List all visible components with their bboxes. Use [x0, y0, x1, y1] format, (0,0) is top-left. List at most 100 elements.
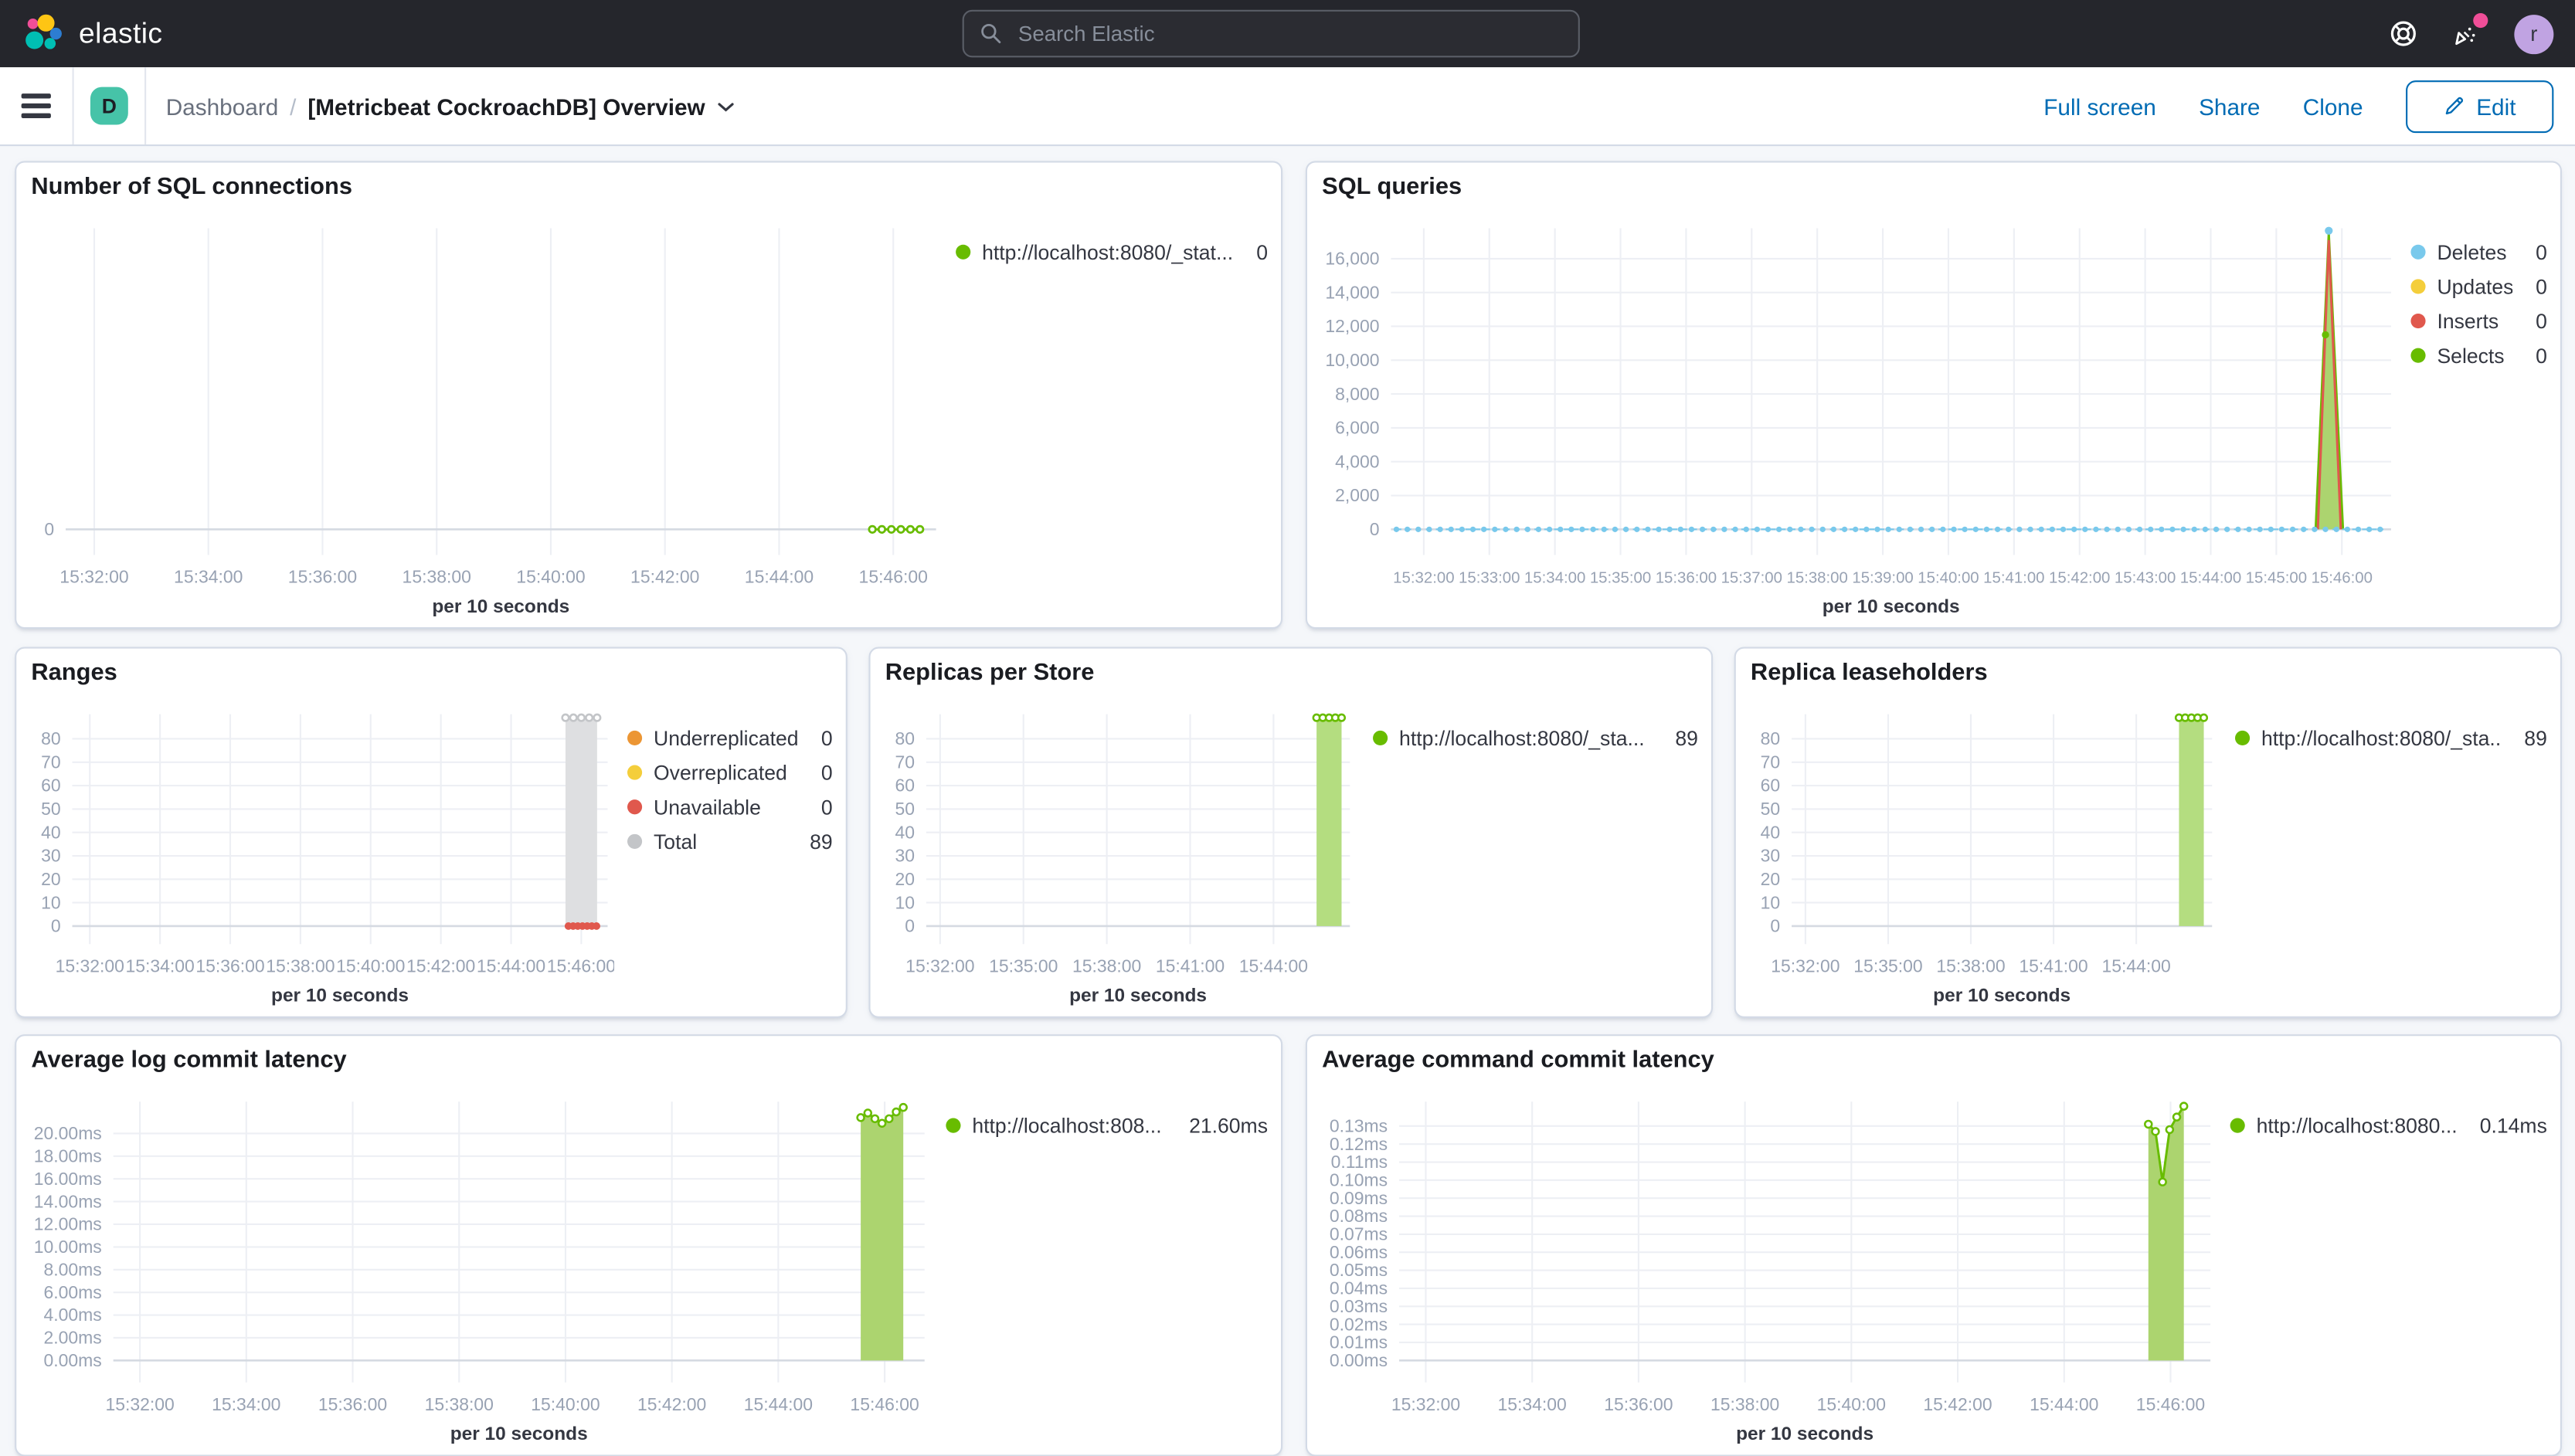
legend-value: 89 [810, 830, 833, 854]
svg-text:0: 0 [44, 519, 54, 539]
svg-text:15:44:00: 15:44:00 [1239, 955, 1308, 976]
svg-text:4.00ms: 4.00ms [44, 1305, 102, 1325]
svg-text:15:36:00: 15:36:00 [318, 1394, 387, 1414]
sql-queries-chart[interactable]: 0 2,000 4,000 6,000 8,000 10,000 12,000 14,000 1… [1314, 212, 2398, 620]
legend: http://localhost:8080/_sta... 89 [1373, 721, 1698, 755]
replica-leaseholders-chart[interactable]: 0 10 20 30 40 50 60 70 80 15:32:00 15:35:00 15:38:0… [1742, 697, 2218, 1010]
svg-text:8,000: 8,000 [1335, 384, 1379, 404]
legend-item[interactable]: http://localhost:8080/_stat... 0 [956, 235, 1268, 270]
svg-text:per 10 seconds: per 10 seconds [450, 1424, 588, 1444]
panel-title[interactable]: Replica leaseholders [1750, 660, 1988, 687]
help-icon[interactable] [2390, 20, 2417, 48]
panel-title[interactable]: Ranges [31, 660, 117, 687]
svg-text:30: 30 [895, 846, 915, 866]
panel-average-log-commit-latency: Average log commit latency 0.00ms 2.00ms 4… [15, 1034, 1283, 1456]
global-search[interactable] [962, 9, 1580, 58]
panel-title[interactable]: Number of SQL connections [31, 174, 352, 201]
sql-connections-chart[interactable]: 0 15:32:00 15:34:00 15:36:00 15:38:00 15:40:0… [23, 212, 943, 620]
legend-item[interactable]: Deletes 0 [2410, 235, 2547, 270]
legend-value: 89 [2524, 726, 2547, 750]
svg-text:15:45:00: 15:45:00 [2246, 570, 2307, 587]
svg-text:6,000: 6,000 [1335, 418, 1379, 438]
svg-text:15:46:00: 15:46:00 [547, 955, 614, 976]
legend-dot-icon [2234, 730, 2251, 746]
replicas-per-store-chart[interactable]: 0 10 20 30 40 50 60 70 80 15:32:00 15:35:00 15:38:0… [877, 697, 1357, 1010]
svg-text:12,000: 12,000 [1325, 316, 1379, 336]
panel-title[interactable]: Replicas per Store [885, 660, 1095, 687]
user-avatar[interactable]: r [2514, 14, 2554, 54]
svg-text:15:38:00: 15:38:00 [266, 955, 335, 976]
svg-text:10: 10 [41, 892, 61, 912]
legend-item[interactable]: Total 89 [627, 824, 833, 859]
svg-text:15:39:00: 15:39:00 [1852, 570, 1913, 587]
legend-item[interactable]: http://localhost:8080... 0.14ms [2230, 1108, 2547, 1143]
svg-text:per 10 seconds: per 10 seconds [271, 986, 409, 1006]
legend-item[interactable]: Selects 0 [2410, 338, 2547, 373]
legend: Deletes 0 Updates 0 Inserts 0 Selects 0 [2410, 235, 2547, 373]
logo-text: elastic [79, 16, 163, 49]
svg-text:15:41:00: 15:41:00 [2019, 955, 2088, 976]
svg-text:15:34:00: 15:34:00 [1498, 1394, 1567, 1414]
legend-item[interactable]: http://localhost:808... 21.60ms [946, 1108, 1268, 1143]
svg-text:10: 10 [895, 892, 915, 912]
ranges-chart[interactable]: 0 10 20 30 40 50 60 70 80 15:32:00 15:34:00 15:36:0… [23, 697, 614, 1010]
svg-text:4,000: 4,000 [1335, 451, 1379, 471]
space-avatar[interactable]: D [90, 87, 128, 125]
legend-item[interactable]: http://localhost:8080/_sta... 89 [2234, 721, 2547, 755]
elastic-logo[interactable]: elastic [0, 12, 162, 55]
svg-text:15:38:00: 15:38:00 [1710, 1394, 1779, 1414]
svg-text:0.07ms: 0.07ms [1330, 1224, 1388, 1244]
legend-dot-icon [627, 730, 643, 746]
edit-button[interactable]: Edit [2405, 80, 2554, 133]
legend-item[interactable]: http://localhost:8080/_sta... 89 [1373, 721, 1698, 755]
news-feed-icon[interactable] [2452, 13, 2488, 48]
svg-text:15:44:00: 15:44:00 [744, 1394, 813, 1414]
svg-text:15:38:00: 15:38:00 [1786, 570, 1847, 587]
legend-item[interactable]: Underreplicated 0 [627, 721, 833, 755]
svg-text:0.08ms: 0.08ms [1330, 1206, 1388, 1226]
legend-item[interactable]: Unavailable 0 [627, 789, 833, 824]
panel-ranges: Ranges 0 10 20 30 40 50 60 70 80 15:32:00 15:34:00… [15, 647, 848, 1018]
legend-label: Overreplicated [654, 761, 787, 784]
panel-title[interactable]: SQL queries [1322, 174, 1462, 201]
full-screen-button[interactable]: Full screen [2043, 93, 2156, 120]
legend-dot-icon [2410, 279, 2426, 294]
legend: http://localhost:8080/_sta... 89 [2234, 721, 2547, 755]
svg-text:20.00ms: 20.00ms [34, 1123, 102, 1143]
log-commit-latency-chart[interactable]: 0.00ms 2.00ms 4.00ms 6.00ms 8.00ms 10.00ms 12.… [23, 1085, 931, 1448]
search-input[interactable] [1014, 19, 1562, 48]
svg-text:30: 30 [1761, 846, 1781, 866]
svg-text:0.04ms: 0.04ms [1330, 1278, 1388, 1298]
clone-button[interactable]: Clone [2302, 93, 2363, 120]
legend-item[interactable]: Inserts 0 [2410, 304, 2547, 338]
svg-text:per 10 seconds: per 10 seconds [1933, 986, 2071, 1006]
panel-title[interactable]: Average log commit latency [31, 1047, 347, 1074]
svg-text:80: 80 [895, 728, 915, 748]
legend-dot-icon [2230, 1118, 2245, 1133]
toolbar: D Dashboard / [Metricbeat CockroachDB] O… [0, 67, 2575, 147]
svg-text:70: 70 [1761, 752, 1781, 772]
legend-item[interactable]: Overreplicated 0 [627, 755, 833, 790]
svg-text:60: 60 [41, 776, 61, 796]
chevron-down-icon[interactable] [717, 100, 737, 113]
svg-text:16,000: 16,000 [1325, 249, 1379, 269]
svg-text:15:44:00: 15:44:00 [2030, 1394, 2098, 1414]
legend: http://localhost:808... 21.60ms [946, 1108, 1268, 1143]
svg-text:15:40:00: 15:40:00 [336, 955, 405, 976]
legend-label: Total [654, 830, 698, 854]
svg-text:15:35:00: 15:35:00 [1853, 955, 1922, 976]
panel-title[interactable]: Average command commit latency [1322, 1047, 1714, 1074]
svg-text:0.00ms: 0.00ms [1330, 1350, 1388, 1370]
breadcrumb-dashboard[interactable]: Dashboard [165, 93, 279, 120]
legend-label: Updates [2437, 275, 2513, 298]
svg-text:0.06ms: 0.06ms [1330, 1242, 1388, 1262]
legend-item[interactable]: Updates 0 [2410, 270, 2547, 304]
command-commit-latency-chart[interactable]: 0.00ms 0.01ms 0.02ms 0.03ms 0.04ms 0.05ms 0.06… [1314, 1085, 2217, 1448]
share-button[interactable]: Share [2199, 93, 2261, 120]
menu-icon[interactable] [21, 94, 51, 118]
svg-text:15:32:00: 15:32:00 [905, 955, 974, 976]
svg-text:15:40:00: 15:40:00 [516, 567, 585, 587]
legend-value: 0 [2536, 309, 2547, 333]
legend-value: 89 [1675, 726, 1698, 750]
svg-text:18.00ms: 18.00ms [34, 1145, 102, 1166]
